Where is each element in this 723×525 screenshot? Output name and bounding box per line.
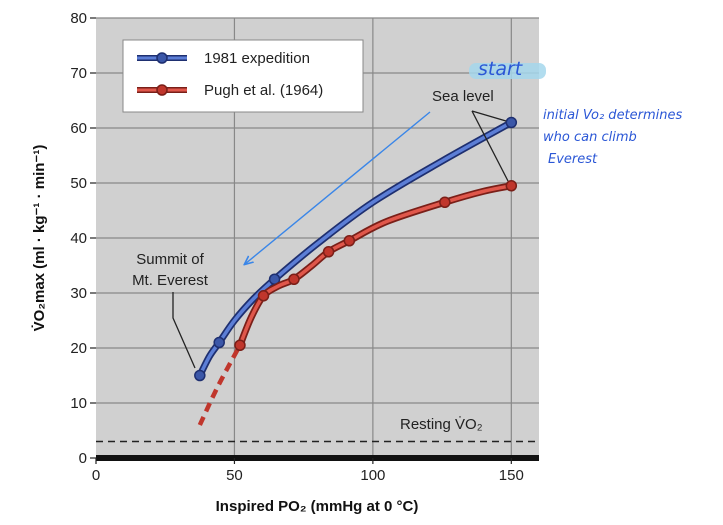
resting-vo2-label: Resting V̇O₂ [400,416,483,433]
series-pugh-point [439,196,451,208]
summit-label-line-2: Mt. Everest [132,272,209,289]
sea-level-label: Sea level [432,88,494,105]
y-tick-label: 20 [70,340,87,357]
legend-label-pugh: Pugh et al. (1964) [204,82,323,99]
sea-level-pointer-1981 [471,110,507,122]
series-pugh-point [322,246,335,258]
x-tick-label: 150 [499,467,524,484]
side-note-line-3: Everest [548,152,598,167]
side-note-line-1: initial Vo₂ determines [543,108,683,123]
y-tick-label: 60 [70,120,87,137]
y-tick-label: 40 [70,230,87,247]
legend-box [122,39,364,113]
legend-label-1981: 1981 expedition [204,50,310,67]
x-tick-label: 100 [360,467,385,484]
series-pugh-point [257,290,270,302]
y-tick-label: 0 [79,450,87,467]
series-pugh-point [288,273,300,285]
sea-level-pointer-pugh [471,110,509,182]
legend-marker-pugh [156,84,168,96]
side-note-line-2: who can climb [543,130,637,145]
series-pugh-point [505,180,518,192]
start-highlight [469,63,546,79]
y-axis-label: V̇O₂max (ml · kg⁻¹ · min⁻¹) [31,145,48,332]
x-tick-label: 0 [92,467,100,484]
series-pugh-point [234,339,246,351]
series-1981-point [213,336,225,349]
series-1981-line [198,120,514,378]
x-axis-baseline [96,455,539,461]
summit-pointer [172,292,196,369]
start-note: start [478,58,524,80]
series-1981-point [194,369,206,382]
y-tick-labels: 0 10 20 30 40 50 60 70 80 [70,10,96,467]
x-axis-label: Inspired PO₂ (mmHg at 0 °C) [216,498,419,515]
y-tick-label: 70 [70,65,87,82]
series-layer [194,116,518,426]
series-1981-point [505,116,518,129]
x-tick-labels: 0 50 100 150 [92,458,524,484]
series-pugh-extrapolation [197,344,242,426]
series-pugh-point [343,235,356,247]
x-tick-label: 50 [226,467,243,484]
direction-arrow [245,111,431,264]
summit-label-line-1: Summit of [136,251,204,268]
y-tick-label: 80 [70,10,87,27]
legend-marker-1981 [156,52,168,64]
y-tick-label: 30 [70,285,87,302]
y-tick-label: 10 [70,395,87,412]
y-tick-label: 50 [70,175,87,192]
